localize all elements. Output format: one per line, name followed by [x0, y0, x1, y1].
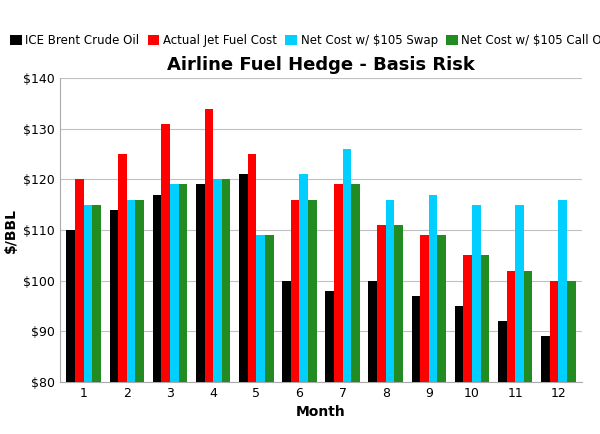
Bar	[472, 205, 481, 382]
Bar	[386, 200, 394, 382]
Bar	[394, 225, 403, 382]
Bar	[92, 205, 101, 382]
Bar	[179, 184, 187, 382]
Bar	[118, 154, 127, 382]
Bar	[541, 336, 550, 382]
Bar	[455, 306, 463, 382]
Bar	[515, 205, 524, 382]
Bar	[334, 184, 343, 382]
Bar	[248, 154, 256, 382]
Bar	[265, 235, 274, 382]
Bar	[506, 270, 515, 382]
Title: Airline Fuel Hedge - Basis Risk: Airline Fuel Hedge - Basis Risk	[167, 56, 475, 74]
Bar	[463, 255, 472, 382]
Bar	[377, 225, 386, 382]
Bar	[498, 321, 506, 382]
Bar	[308, 200, 317, 382]
Bar	[325, 291, 334, 382]
Bar	[196, 184, 205, 382]
Bar	[205, 108, 213, 382]
Bar	[136, 200, 144, 382]
Bar	[343, 149, 351, 382]
Bar	[420, 235, 429, 382]
Bar	[127, 200, 136, 382]
Bar	[412, 296, 420, 382]
Bar	[368, 281, 377, 382]
Bar	[567, 281, 575, 382]
Bar	[291, 200, 299, 382]
Bar	[351, 184, 360, 382]
Bar	[75, 179, 84, 382]
Bar	[437, 235, 446, 382]
Bar	[256, 235, 265, 382]
Legend: ICE Brent Crude Oil, Actual Jet Fuel Cost, Net Cost w/ $105 Swap, Net Cost w/ $1: ICE Brent Crude Oil, Actual Jet Fuel Cos…	[5, 30, 600, 52]
Bar	[299, 174, 308, 382]
Bar	[153, 194, 161, 382]
Bar	[161, 124, 170, 382]
Bar	[110, 210, 118, 382]
Bar	[524, 270, 532, 382]
Bar	[282, 281, 291, 382]
Bar	[429, 194, 437, 382]
Bar	[550, 281, 558, 382]
X-axis label: Month: Month	[296, 405, 346, 419]
Bar	[481, 255, 489, 382]
Bar	[67, 230, 75, 382]
Bar	[222, 179, 230, 382]
Bar	[170, 184, 179, 382]
Bar	[84, 205, 92, 382]
Bar	[558, 200, 567, 382]
Bar	[239, 174, 248, 382]
Y-axis label: $/BBL: $/BBL	[4, 207, 18, 253]
Bar	[213, 179, 222, 382]
